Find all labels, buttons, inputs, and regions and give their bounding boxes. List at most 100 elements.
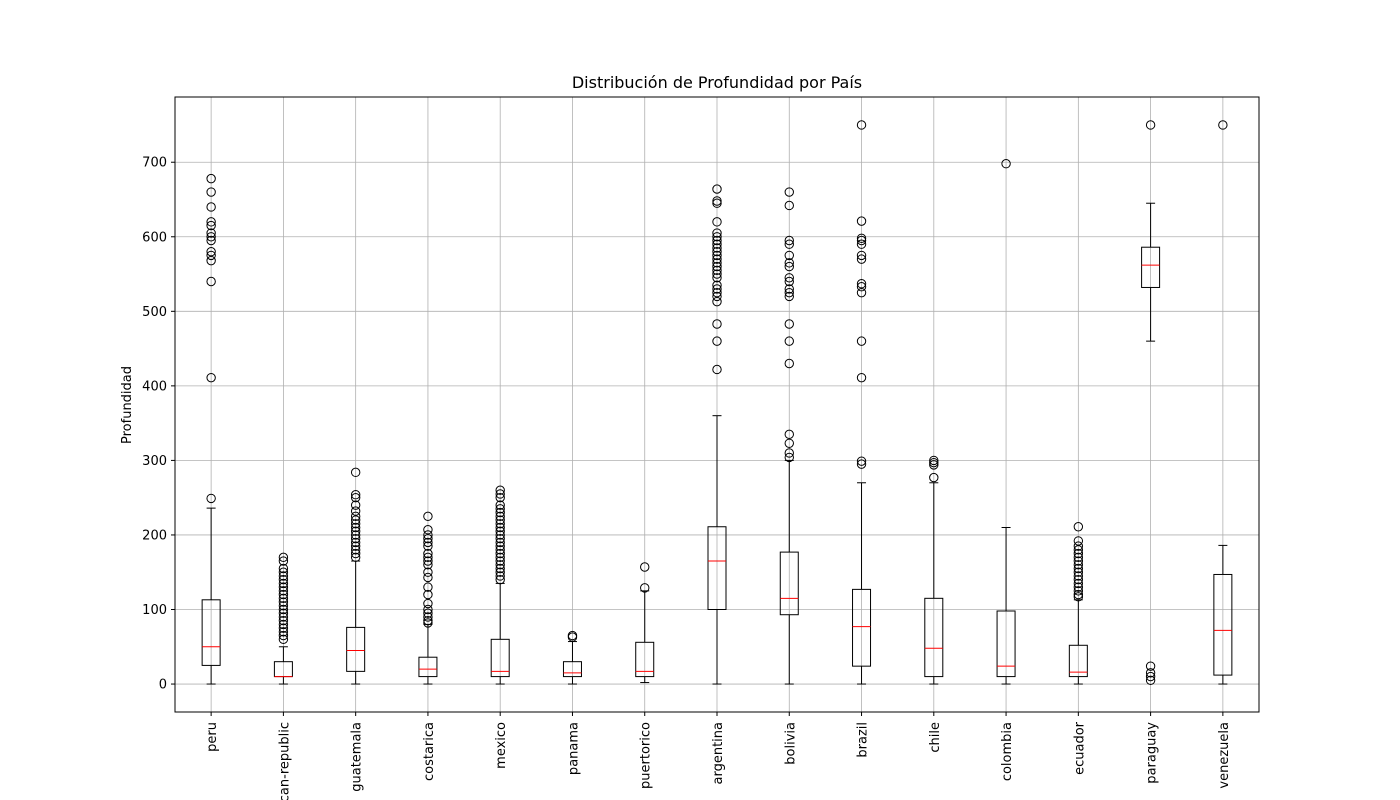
outlier [856,233,867,243]
outlier [495,489,505,499]
y-tick-label: 200 [142,528,167,543]
outlier [495,533,505,544]
outlier [856,459,867,469]
outlier [1073,560,1084,570]
outlier [1145,668,1156,678]
outlier [1073,536,1084,546]
box [490,638,510,678]
x-tick-label: costarica [422,722,437,781]
outlier [1073,571,1084,581]
outlier [1073,522,1084,532]
outlier [495,530,505,540]
outlier [784,287,794,298]
outlier [206,228,216,238]
outlier [423,582,433,592]
outlier [278,604,289,615]
outlier [206,255,216,266]
outlier [784,448,794,458]
outlier [495,556,505,566]
outlier [495,507,505,518]
outlier [712,364,722,375]
outlier [712,198,722,208]
outlier [206,217,216,227]
outlier [423,556,433,566]
outlier [423,608,433,618]
outlier [423,567,433,577]
outlier [278,630,289,641]
box [1068,644,1088,678]
y-axis-label: Profundidad [120,366,135,444]
x-tick-label: brazil [856,722,871,758]
outlier [495,567,505,577]
outlier [278,623,289,633]
outlier [495,574,505,585]
chart-title: Distribución de Profundidad por País [572,73,862,92]
x-tick-label: argentina [711,722,726,785]
outlier [423,541,433,551]
box [924,597,944,678]
x-tick-label: mexico [494,722,509,769]
outlier [495,500,505,510]
outlier [784,187,794,197]
plot-frame [174,96,1260,713]
outlier [495,548,505,559]
box [779,551,799,616]
outlier [278,619,289,630]
y-tick-label: 100 [142,603,167,618]
outlier [206,372,216,383]
outlier [1145,120,1156,130]
outlier [712,196,722,206]
outlier [495,504,505,514]
x-tick-label: puertorico [639,722,654,789]
outlier [278,574,289,585]
outlier [1073,586,1084,596]
outlier [350,500,361,510]
box [562,661,582,678]
outlier [856,250,867,261]
outlier [712,296,722,307]
outlier [1145,671,1156,682]
y-tick-label: 400 [142,379,167,394]
x-tick-label: guatemala [350,722,365,792]
outlier [350,552,361,563]
outlier [495,526,505,536]
outlier [495,552,505,563]
outlier [495,515,505,525]
outlier [278,567,289,577]
outlier [495,545,505,555]
outlier [423,598,433,609]
outlier [495,492,505,503]
outlier [206,493,216,504]
outlier [423,511,433,522]
outlier [423,548,433,559]
outlier [712,319,722,329]
outlier [1073,541,1084,551]
outlier [495,522,505,533]
outlier [1073,552,1084,563]
outlier [712,269,722,279]
outlier [350,467,361,478]
outlier [206,187,216,197]
outlier [423,560,433,570]
outlier [856,282,867,292]
outlier [423,604,433,615]
outlier [278,582,289,592]
outlier [423,537,433,548]
outlier [567,630,578,641]
outlier [278,578,289,589]
outlier [1073,589,1084,600]
outlier [712,250,722,261]
outlier [784,336,794,346]
outlier [712,287,722,298]
outlier [712,246,722,257]
outlier [856,216,867,226]
y-tick-label: 0 [159,678,167,693]
outlier [278,571,289,581]
outlier [712,235,722,246]
x-tick-label: dominican-republic [277,722,292,800]
outlier [278,563,289,574]
outlier [856,336,867,346]
outlier [350,511,361,522]
outlier [712,284,722,294]
